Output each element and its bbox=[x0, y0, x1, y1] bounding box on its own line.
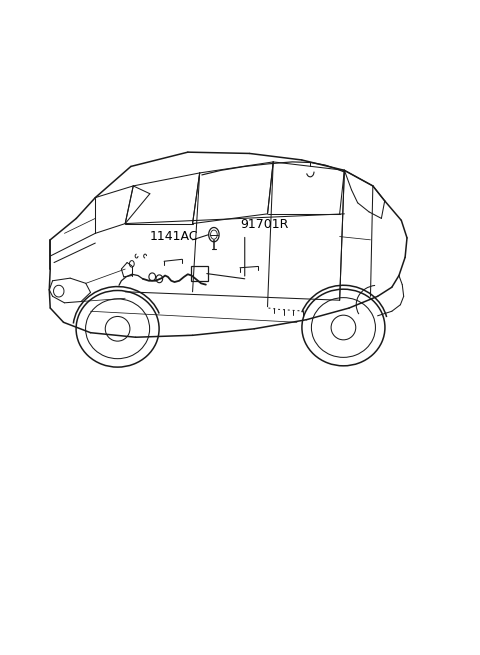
Text: 1141AC: 1141AC bbox=[150, 230, 198, 243]
Text: 91701R: 91701R bbox=[240, 218, 288, 231]
